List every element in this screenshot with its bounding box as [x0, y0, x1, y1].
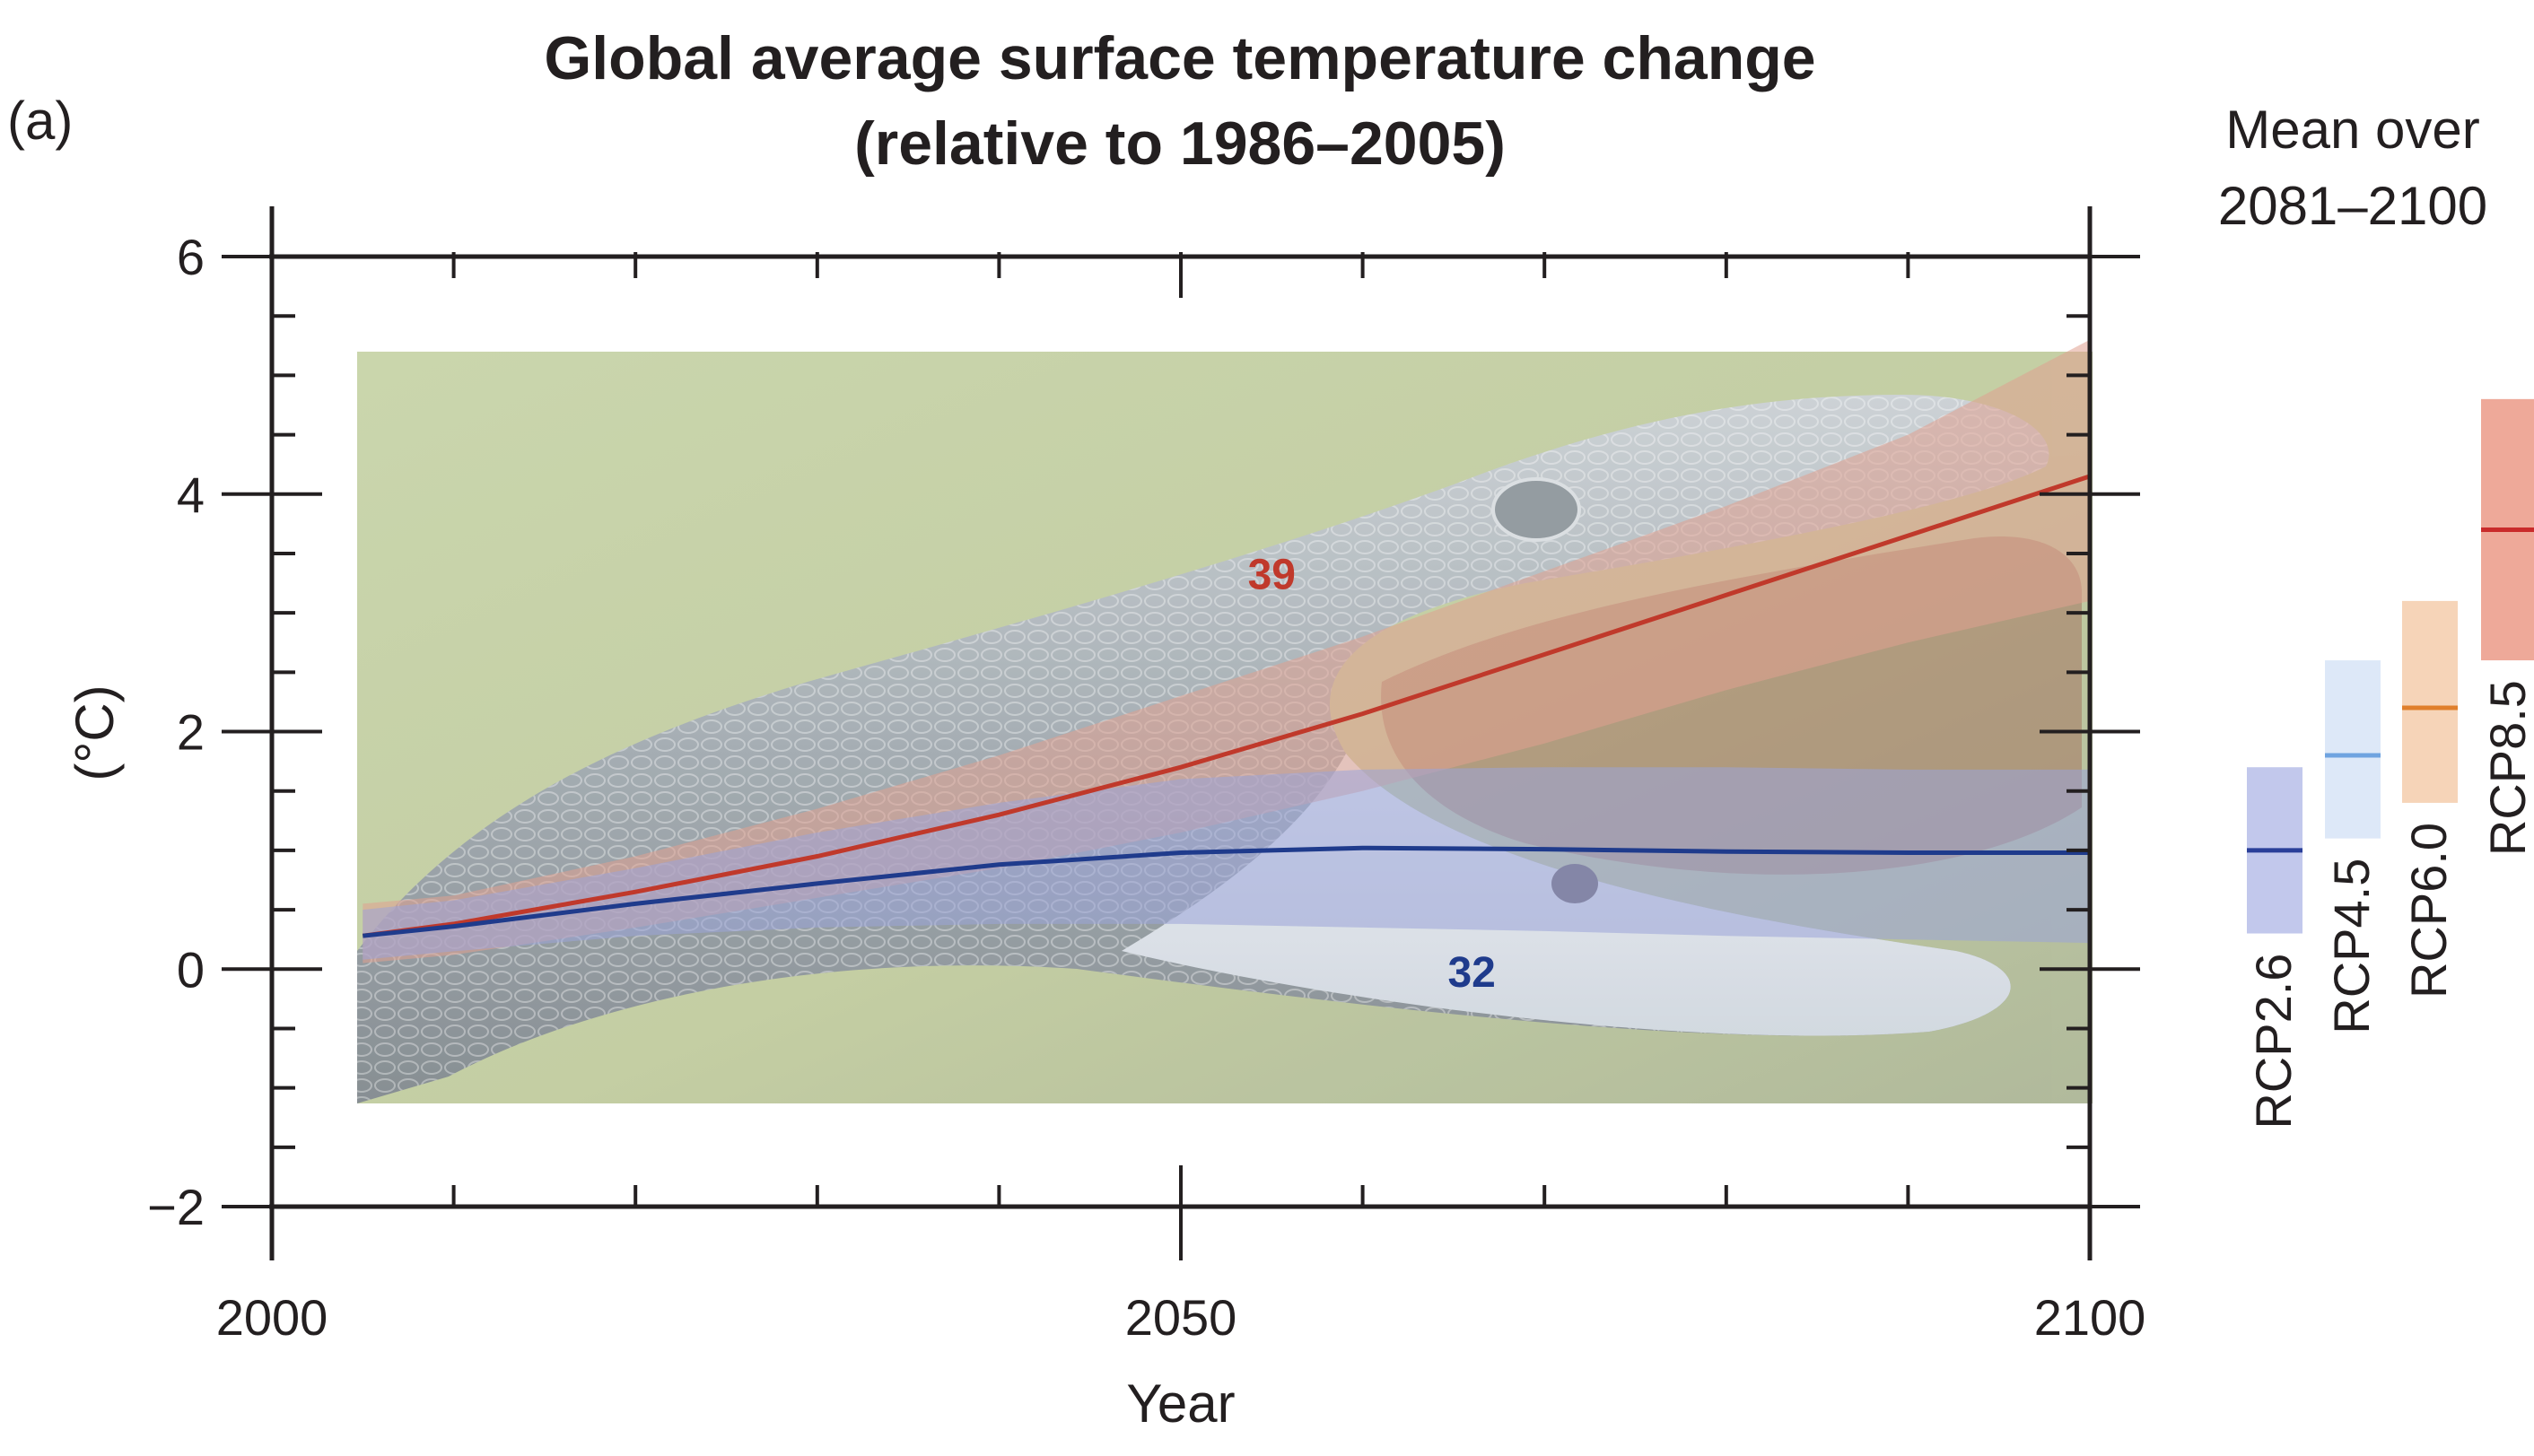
mean-panel-title-line2: 2081–2100	[2218, 176, 2487, 236]
rcp45-range-bar	[2325, 660, 2381, 839]
model-count-labels: 39 32	[1248, 552, 1496, 997]
y-tick-label: 0	[177, 941, 205, 998]
y-tick-label: 4	[177, 466, 205, 523]
panel-label: (a)	[7, 91, 73, 151]
mean-range-bars: RCP2.6 RCP4.5 RCP6.0 RCP8.5	[2245, 398, 2534, 1129]
x-tick-label-2000: 2000	[216, 1289, 328, 1346]
chart-title: Global average surface temperature chang…	[544, 24, 1815, 92]
y-axis-label: (°C)	[65, 684, 125, 780]
y-tick-label: 6	[177, 229, 205, 285]
chart-subtitle: (relative to 1986–2005)	[854, 109, 1506, 178]
x-axis-label: Year	[1126, 1373, 1235, 1434]
rcp85-line	[362, 474, 2091, 938]
rcp85-model-count: 39	[1248, 552, 1296, 599]
axis-ticks	[222, 252, 2140, 1260]
rcp85-label: RCP8.5	[2479, 680, 2534, 856]
rcp60-range-bar	[2402, 600, 2458, 803]
rcp26-line	[363, 845, 2090, 938]
x-tick-label-2100: 2100	[2034, 1289, 2146, 1346]
axis-tick-labels: 2000 2050 2100 6 4 2 0 −2	[147, 229, 2145, 1346]
series-lines	[362, 474, 2091, 938]
rcp45-label: RCP4.5	[2323, 859, 2380, 1034]
rcp26-model-count: 32	[1447, 949, 1495, 997]
uncertainty-bands	[363, 339, 2090, 963]
mean-panel-title-line1: Mean over	[2225, 100, 2479, 160]
y-tick-label: −2	[147, 1179, 205, 1235]
x-tick-label-2050: 2050	[1125, 1289, 1237, 1346]
rcp60-label: RCP6.0	[2400, 823, 2457, 998]
rcp26-label: RCP2.6	[2245, 954, 2302, 1129]
snake-eye	[1491, 477, 1581, 542]
y-tick-label: 2	[177, 704, 205, 761]
rcp26-band	[363, 767, 2090, 960]
